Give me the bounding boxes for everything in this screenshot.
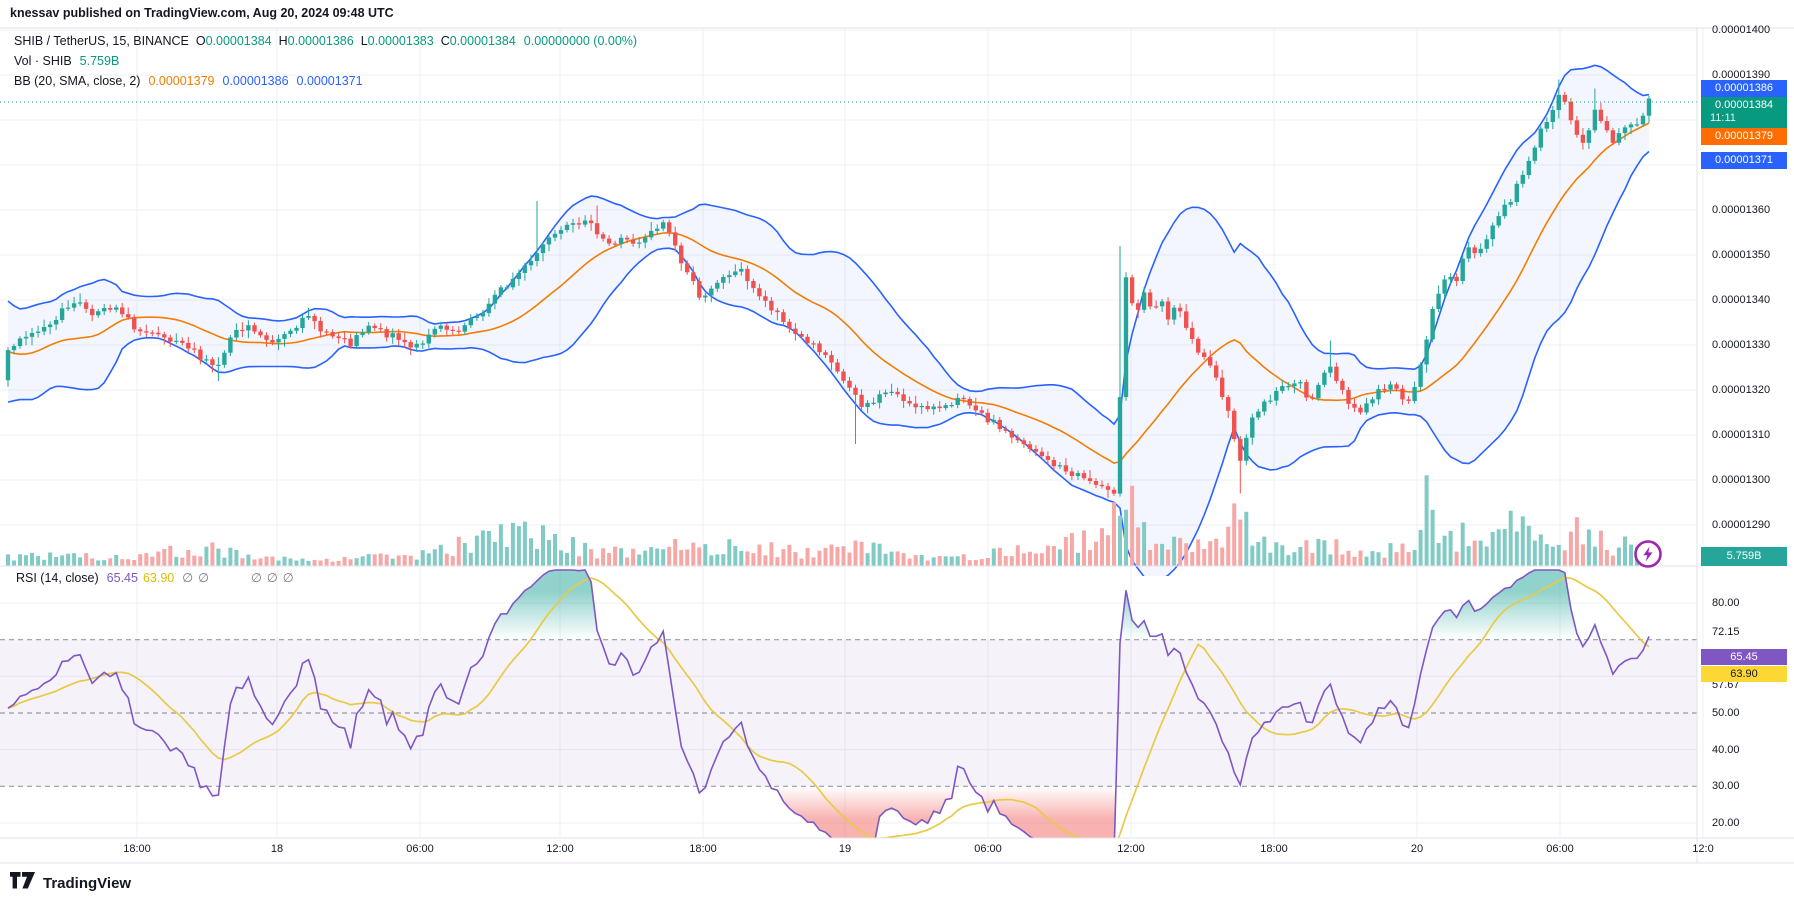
price-badge: 0.00001371 [1701,151,1787,169]
rsi-value: 65.45 [106,571,138,585]
price-axis-tick: 0.00001310 [1712,429,1771,441]
rsi-ma-value: 63.90 [142,571,175,585]
rsi-empty-4: ∅ [266,571,278,585]
rsi-label: RSI (14, close) [16,571,99,585]
time-axis-tick: 06:00 [1546,843,1574,855]
high-value: 0.00001386 [287,34,354,48]
symbol-title: SHIB / TetherUS, 15, BINANCE [14,34,189,48]
time-axis-tick: 12:00 [1117,843,1145,855]
rsi-axis-tick: 40.00 [1712,743,1740,756]
rsi-empty-3: ∅ [251,571,262,585]
price-badge: 0.00001379 [1701,127,1787,145]
attribution-text: published on TradingView.com, Aug 20, 20… [59,6,394,20]
price-axis-tick: 0.00001340 [1712,294,1771,306]
time-axis-tick: 19 [838,843,852,855]
price-axis-tick: 0.00001360 [1712,204,1771,216]
rsi-empty-2: ∅ [198,571,210,585]
open-value: 0.00001384 [205,34,272,48]
change-value: 0.00000000 (0.00%) [523,34,638,48]
footer-brand-text: TradingView [43,874,132,892]
rsi-axis-tick: 20.00 [1712,817,1740,829]
volume-value: 5.759B [79,54,120,68]
time-axis-tick: 06:00 [974,843,1002,855]
time-axis-tick: 18:00 [689,843,717,855]
open-label: O [195,34,206,48]
symbol-legend-row[interactable]: SHIB / TetherUS, 15, BINANCE O0.00001384 H… [14,31,637,51]
bb-upper-value: 0.00001386 [222,74,289,88]
bb-label: BB (20, SMA, close, 2) [14,74,141,88]
price-badge: 11:11 0.00001384 [1701,96,1787,128]
price-axis-tick: 0.00001390 [1712,69,1771,81]
bb-basis-value: 0.00001379 [148,74,215,88]
time-axis-tick: 18:00 [1260,843,1288,855]
rsi-badge: 63.90 [1701,666,1787,682]
rsi-axis-tick: 50.00 [1712,707,1740,719]
price-axis-tick: 0.00001320 [1712,384,1771,396]
low-value: 0.00001383 [367,34,434,48]
price-axis-tick: 0.00001350 [1712,249,1771,261]
rsi-empty-5: ∅ [282,571,294,585]
rsi-axis-tick: 30.00 [1712,780,1740,793]
time-axis-tick: 20 [1410,843,1424,855]
rsi-badge: 65.45 [1701,649,1787,665]
price-axis-tick: 0.00001300 [1712,474,1771,486]
rsi-axis-tick: 72.15 [1712,625,1740,638]
time-axis-tick: 18 [270,843,284,855]
rsi-empty-1: ∅ [182,571,194,585]
close-label: C [440,34,450,48]
price-axis-tick: 0.00001330 [1712,339,1771,351]
attribution: knessav published on TradingView.com, Au… [10,6,394,20]
bb-lower-value: 0.00001371 [296,74,363,88]
time-axis-tick: 06:00 [406,843,434,855]
footer-logo[interactable]: TradingView [10,872,131,894]
attribution-username: knessav [10,6,60,20]
price-axis-tick: 0.00001400 [1712,24,1771,36]
flash-icon[interactable] [1633,539,1663,569]
low-label: L [360,34,368,48]
rsi-axis-tick: 80.00 [1712,597,1740,609]
bb-legend-row[interactable]: BB (20, SMA, close, 2) 0.00001379 0.000013… [14,71,637,91]
high-label: H [278,34,288,48]
price-badge: 0.00001386 [1701,79,1787,97]
close-value: 0.00001384 [449,34,516,48]
countdown-timer: 11:11 [1710,111,1736,124]
time-axis-tick: 18:00 [123,843,151,855]
main-legend: SHIB / TetherUS, 15, BINANCE O0.00001384 H… [14,31,637,91]
time-axis-tick: 12:0 [1692,843,1714,855]
volume-legend-row[interactable]: Vol · SHIB 5.759B [14,51,637,71]
time-axis-tick: 12:00 [546,843,574,855]
price-axis-tick: 0.00001290 [1712,519,1771,531]
tradingview-logo-icon [10,872,36,894]
volume-badge: 5.759B [1701,546,1787,566]
rsi-legend-row[interactable]: RSI (14, close) 65.45 63.90 ∅ ∅ ∅ ∅ ∅ [16,570,294,585]
volume-label: Vol · SHIB [14,54,72,68]
